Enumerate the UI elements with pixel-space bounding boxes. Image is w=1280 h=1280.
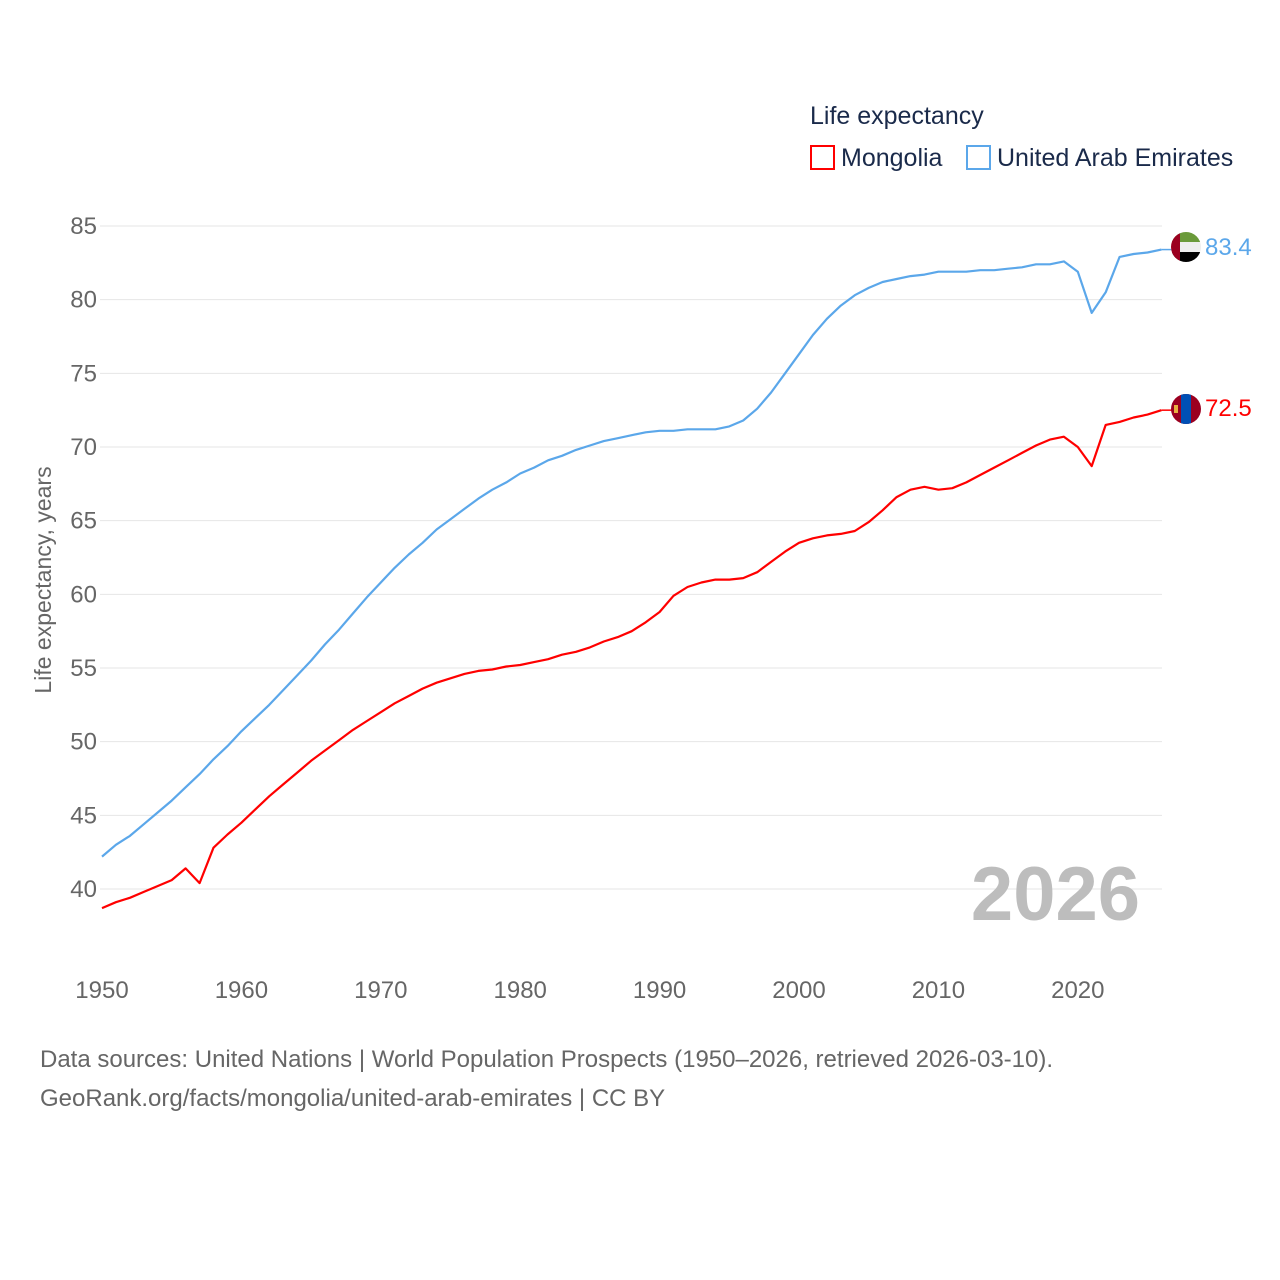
- x-tick-label: 1970: [354, 977, 407, 1004]
- y-tick-label: 70: [70, 434, 97, 461]
- end-label-uae: 83.4: [1205, 234, 1252, 261]
- x-tick-label: 2000: [772, 977, 825, 1004]
- y-tick-label: 50: [70, 729, 97, 756]
- x-tick-label: 2010: [912, 977, 965, 1004]
- mongolia-flag-icon: [1171, 394, 1201, 424]
- year-watermark: 2026: [971, 852, 1140, 937]
- y-tick-label: 65: [70, 508, 97, 535]
- uae-flag-icon: [1171, 232, 1201, 262]
- y-tick-label: 75: [70, 360, 97, 387]
- legend-label-mongolia[interactable]: Mongolia: [841, 144, 943, 172]
- y-axis-label: Life expectancy, years: [30, 466, 56, 693]
- x-tick-label: 1950: [75, 977, 128, 1004]
- series-line-united-arab-emirates: [101, 248, 1162, 858]
- y-tick-label: 85: [70, 213, 97, 240]
- x-tick-label: 1960: [215, 977, 268, 1004]
- y-tick-label: 55: [70, 655, 97, 682]
- footer-credit: GeoRank.org/facts/mongolia/united-arab-e…: [40, 1085, 666, 1112]
- series-line-mongolia: [101, 409, 1162, 910]
- end-label-mongolia: 72.5: [1205, 395, 1252, 422]
- y-tick-label: 40: [70, 876, 97, 903]
- legend-swatch-uae: [966, 145, 991, 170]
- x-tick-label: 2020: [1051, 977, 1104, 1004]
- footer-source: Data sources: United Nations | World Pop…: [40, 1046, 1054, 1073]
- legend-swatch-mongolia: [810, 145, 835, 170]
- x-tick-label: 1980: [494, 977, 547, 1004]
- x-tick-label: 1990: [633, 977, 686, 1004]
- legend-label-uae[interactable]: United Arab Emirates: [997, 144, 1233, 172]
- y-tick-label: 60: [70, 581, 97, 608]
- y-tick-label: 45: [70, 802, 97, 829]
- legend-title: Life expectancy: [810, 102, 984, 130]
- y-tick-label: 80: [70, 287, 97, 314]
